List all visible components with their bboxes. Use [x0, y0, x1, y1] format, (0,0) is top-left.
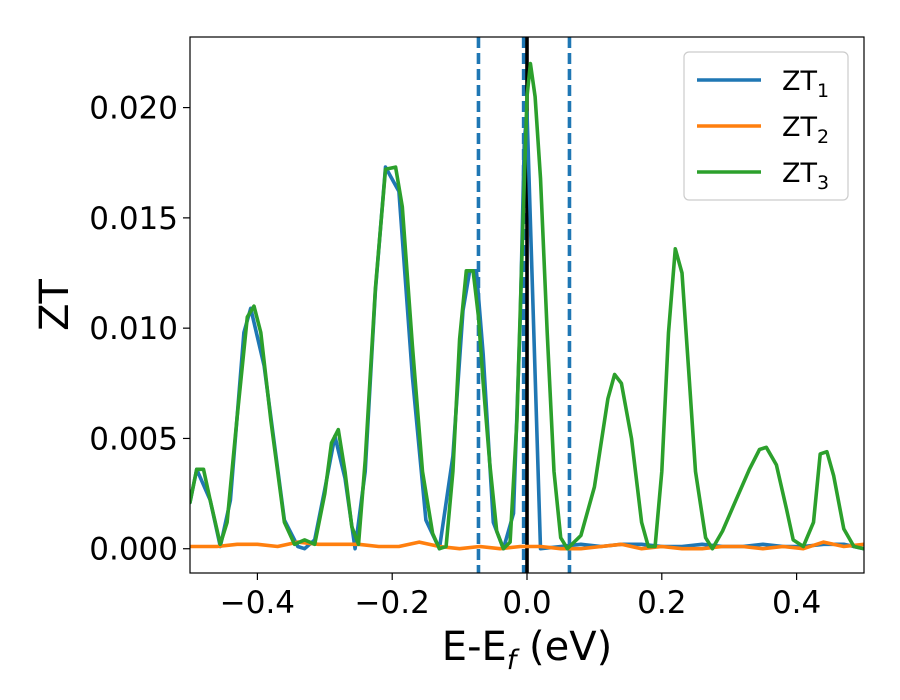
series-lines: [190, 61, 864, 551]
x-tick-label: 0.4: [772, 585, 821, 621]
y-tick-label: 0.010: [89, 311, 178, 347]
y-tick-label: 0.020: [89, 91, 178, 127]
x-axis-ticks: −0.4 −0.2 0.0 0.2 0.4: [220, 573, 821, 621]
x-axis-title: E-Ef (eV): [442, 624, 612, 676]
legend-box: [683, 51, 849, 201]
x-tick-label: 0.2: [637, 585, 686, 621]
y-tick-label: 0.005: [89, 421, 178, 457]
legend-label-zt1: ZT1: [782, 66, 829, 102]
x-tick-label: 0.0: [502, 585, 551, 621]
y-axis-title: ZT: [32, 279, 78, 331]
y-axis-ticks: 0.000 0.005 0.010 0.015 0.020: [89, 91, 190, 568]
y-tick-label: 0.015: [89, 201, 178, 237]
x-tick-label: −0.2: [355, 585, 430, 621]
y-tick-label: 0.000: [89, 532, 178, 568]
legend: ZT1 ZT2 ZT3: [683, 51, 849, 201]
legend-label-zt2: ZT2: [782, 112, 829, 148]
x-tick-label: −0.4: [220, 585, 295, 621]
series-line-zt3: [190, 61, 864, 551]
legend-label-zt3: ZT3: [782, 158, 829, 194]
